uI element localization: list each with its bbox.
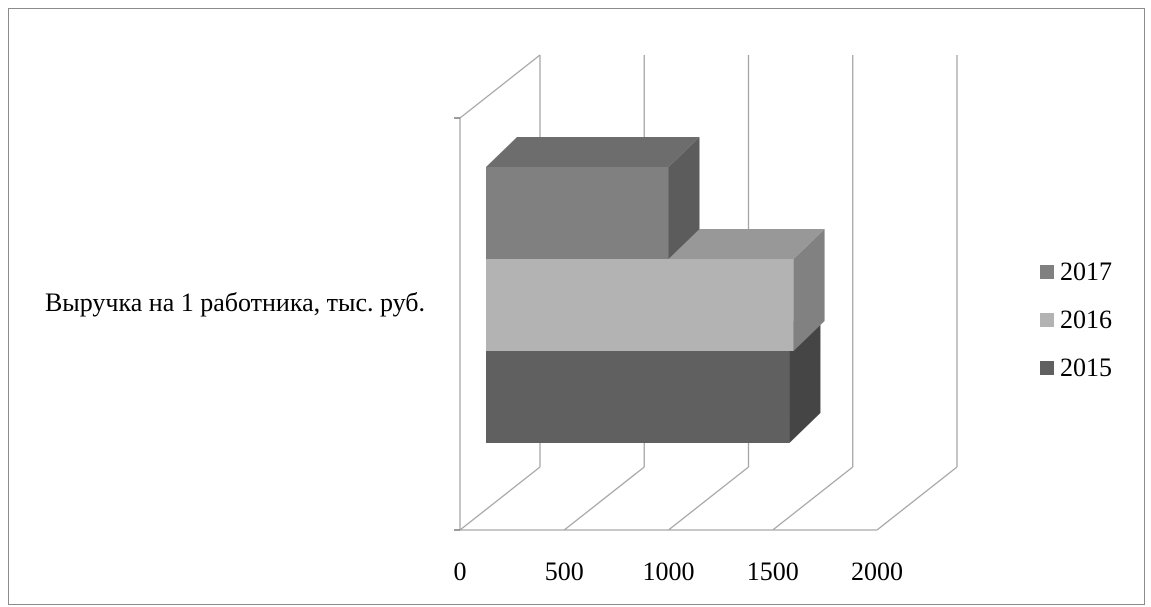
legend-item-2015: 2015	[1040, 344, 1112, 392]
legend-label-2015: 2015	[1060, 353, 1112, 382]
x-tick-label-1500: 1500	[747, 557, 799, 586]
bar-2017	[486, 137, 700, 259]
bar-front-2017	[486, 167, 669, 259]
legend-label-2017: 2017	[1060, 257, 1112, 286]
x-tick-label-2000: 2000	[851, 557, 903, 586]
floor-gridline-2000	[876, 466, 958, 531]
x-tick-label-1000: 1000	[643, 557, 695, 586]
category-label: Выручка на 1 работника, тыс. руб.	[44, 288, 426, 317]
x-tick-label-500: 500	[545, 557, 584, 586]
legend-item-2017: 2017	[1040, 248, 1112, 296]
wall-top-edge	[459, 54, 541, 119]
floor-gridline-0	[459, 466, 541, 531]
floor-gridline-1000	[668, 466, 749, 531]
bar-side-2017	[668, 137, 700, 259]
bar-side-2015	[789, 321, 821, 443]
legend-swatch-2015	[1040, 361, 1054, 375]
legend-swatch-2016	[1040, 313, 1054, 327]
x-axis-ticks: 0 500 1000 1500 2000	[454, 557, 904, 586]
bar-front-2016	[486, 259, 794, 351]
bar-top-2017	[486, 137, 700, 167]
x-tick-label-0: 0	[454, 557, 467, 586]
bar-side-2016	[793, 229, 825, 351]
legend-swatch-2017	[1040, 265, 1054, 279]
bar-front-2015	[486, 351, 790, 443]
chart-bars	[486, 137, 825, 443]
legend-item-2016: 2016	[1040, 296, 1112, 344]
legend: 2017 2016 2015	[1040, 248, 1112, 392]
floor-gridline-1500	[772, 466, 854, 531]
legend-label-2016: 2016	[1060, 305, 1112, 334]
floor-gridline-500	[563, 466, 645, 531]
